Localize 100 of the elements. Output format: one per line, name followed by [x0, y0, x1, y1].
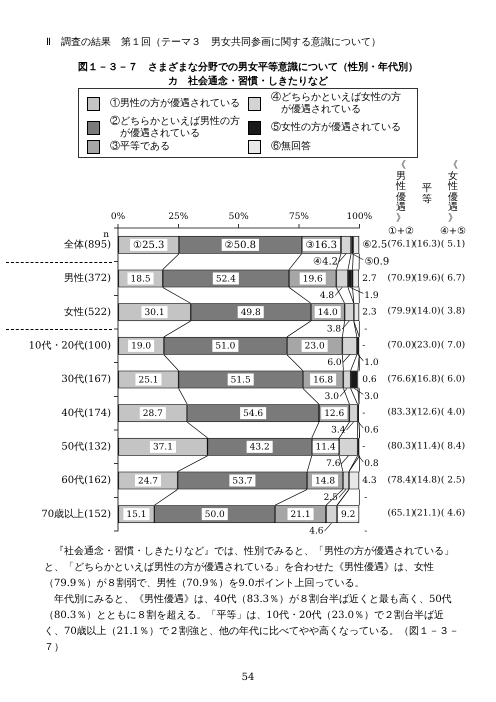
data-label: 51.0: [215, 342, 236, 352]
text: ( 7.0): [440, 340, 466, 352]
text: ( 4.6): [440, 508, 466, 520]
text: ( 6.0): [440, 374, 466, 385]
data-label: 15.1: [126, 510, 146, 520]
data-label: 7.6: [326, 459, 341, 470]
text: 平等: [422, 183, 432, 205]
data-label: 19.6: [302, 274, 324, 284]
text: (79.9): [387, 306, 415, 318]
text: (14.0): [413, 306, 441, 318]
chart-subtitle: カ 社会通念・習慣・しきたりなど: [167, 74, 329, 88]
x-tick-label: 25%: [168, 212, 189, 222]
data-label: 43.2: [250, 442, 270, 453]
data-label: -: [362, 408, 366, 419]
data-label: 3.8: [326, 324, 342, 334]
data-label: 18.5: [130, 274, 151, 284]
y-tick-label: 30代(167): [61, 374, 112, 386]
x-tick-label: 100%: [346, 212, 373, 222]
data-label: ②50.8: [224, 240, 256, 251]
y-tick-label: 60代(162): [61, 475, 112, 486]
text: (23.0): [413, 340, 441, 352]
text: 54: [240, 672, 256, 683]
data-label: 53.7: [232, 476, 253, 486]
chart-title: 図１－３－７ さまざまな分野での男女平等意識について（性別・年代別）: [77, 60, 419, 74]
x-tick-label: 75%: [288, 212, 310, 222]
data-label: 24.7: [138, 476, 158, 486]
text: (16.8): [413, 374, 441, 385]
y-axis-title: n: [103, 230, 110, 240]
data-label: 4.8: [320, 290, 334, 301]
text: (83.3): [387, 408, 415, 419]
data-label: 25.1: [138, 375, 159, 386]
data-label: 21.1: [290, 510, 311, 520]
data-label: 54.6: [243, 409, 264, 420]
data-label: 3.0: [364, 392, 379, 402]
data-label: 12.6: [324, 409, 344, 420]
data-label: 0.6: [362, 374, 377, 385]
data-label: 2.3: [362, 308, 377, 318]
text: Ⅱ 調査の結果 第１回（テーマ３ 男女共同参画に関する意識について）: [46, 36, 381, 49]
legend-label: ⑥無回答: [271, 141, 312, 153]
legend-label: ③平等である: [110, 141, 171, 153]
data-label: -: [362, 442, 366, 452]
data-label: ④4.2: [313, 256, 338, 268]
data-label: 11.4: [315, 442, 336, 453]
data-label: 0.6: [364, 425, 379, 436]
text: (70.0): [387, 340, 415, 352]
data-label: 2.7: [362, 274, 377, 284]
text: ( 2.5): [440, 475, 466, 486]
legend-label: ⑤女性の方が優遇されている: [271, 122, 401, 134]
data-label: 14.0: [318, 308, 338, 318]
data-label: -: [362, 341, 366, 352]
y-tick-label: 50代(132): [61, 441, 112, 452]
data-label: -: [364, 324, 368, 334]
text: (11.4): [413, 441, 441, 452]
data-label: 16.8: [313, 375, 334, 386]
text: (76.6): [387, 374, 415, 385]
legend-label: ④どちらかといえば女性の方が優遇されている: [271, 92, 401, 116]
text: (65.1): [387, 508, 415, 520]
data-label: 0.8: [364, 459, 379, 470]
data-label: ⑥2.5: [362, 239, 388, 250]
text: (19.6): [413, 273, 441, 284]
legend-label: ①男性の方が優遇されている: [110, 98, 240, 110]
y-tick-label: 10代・20代(100): [28, 340, 112, 352]
text: (16.3): [413, 239, 441, 250]
text: ( 4.0): [440, 408, 466, 419]
text: ( 8.4): [440, 441, 466, 452]
text: 《男性優遇》: [396, 160, 406, 224]
data-label: 37.1: [152, 442, 173, 453]
data-label: 6.0: [327, 358, 342, 368]
data-label: 28.7: [142, 409, 164, 420]
data-label: ①25.3: [133, 240, 164, 251]
text: (78.4): [387, 475, 415, 486]
data-label: 1.9: [364, 290, 379, 301]
text: ( 3.8): [440, 306, 466, 318]
data-label: -: [364, 526, 368, 536]
data-label: 4.3: [362, 476, 377, 486]
text: 年代別にみると、《男性優遇》は、40代（83.3％）が８割台半ば近くと最も高く、50代（80.3％）とともに８割を超える。「平等」は、10代・20代（23.0％）で２割台半ば近く、70歳以上（21.1％）で２割強と、他の年代に比べてやや高くなっている。（図１－３－７）: [44, 592, 460, 655]
text: (70.9): [387, 273, 415, 284]
data-label: ③16.3: [306, 240, 337, 251]
text: 《女性優遇》: [448, 160, 458, 224]
data-label: 19.0: [131, 342, 152, 352]
text: ④+⑤: [440, 226, 466, 237]
text: ①+②: [388, 226, 414, 237]
text: 『社会通念・習慣・しきたりなど』では、性別でみると、「男性の方が優遇されている」と、「どちらかといえば男性の方が優遇されている」を合わせた《男性優遇》は、女性（79.9％）が８割弱で、男性（70.9％）を9.0ポイント上回っている。: [44, 544, 455, 591]
text: ( 5.1): [440, 239, 466, 250]
legend-label: ②どちらかといえば男性の方が優遇されている: [110, 116, 240, 140]
text: (21.1): [413, 508, 441, 520]
data-label: -: [364, 492, 368, 503]
text: (14.8): [413, 475, 441, 486]
data-label: 4.6: [309, 526, 324, 536]
y-tick-label: 40代(174): [61, 408, 112, 419]
text: (76.1): [387, 239, 415, 250]
y-tick-label: 男性(372): [64, 272, 112, 284]
text: ( 6.7): [440, 273, 466, 284]
data-label: 52.4: [216, 274, 236, 284]
data-label: 30.1: [144, 308, 165, 318]
data-label: 49.8: [240, 308, 262, 318]
data-label: ⑤0.9: [364, 256, 390, 268]
data-label: 3.0: [324, 392, 340, 402]
data-label: 9.2: [341, 510, 356, 520]
data-label: 1.0: [364, 358, 379, 368]
